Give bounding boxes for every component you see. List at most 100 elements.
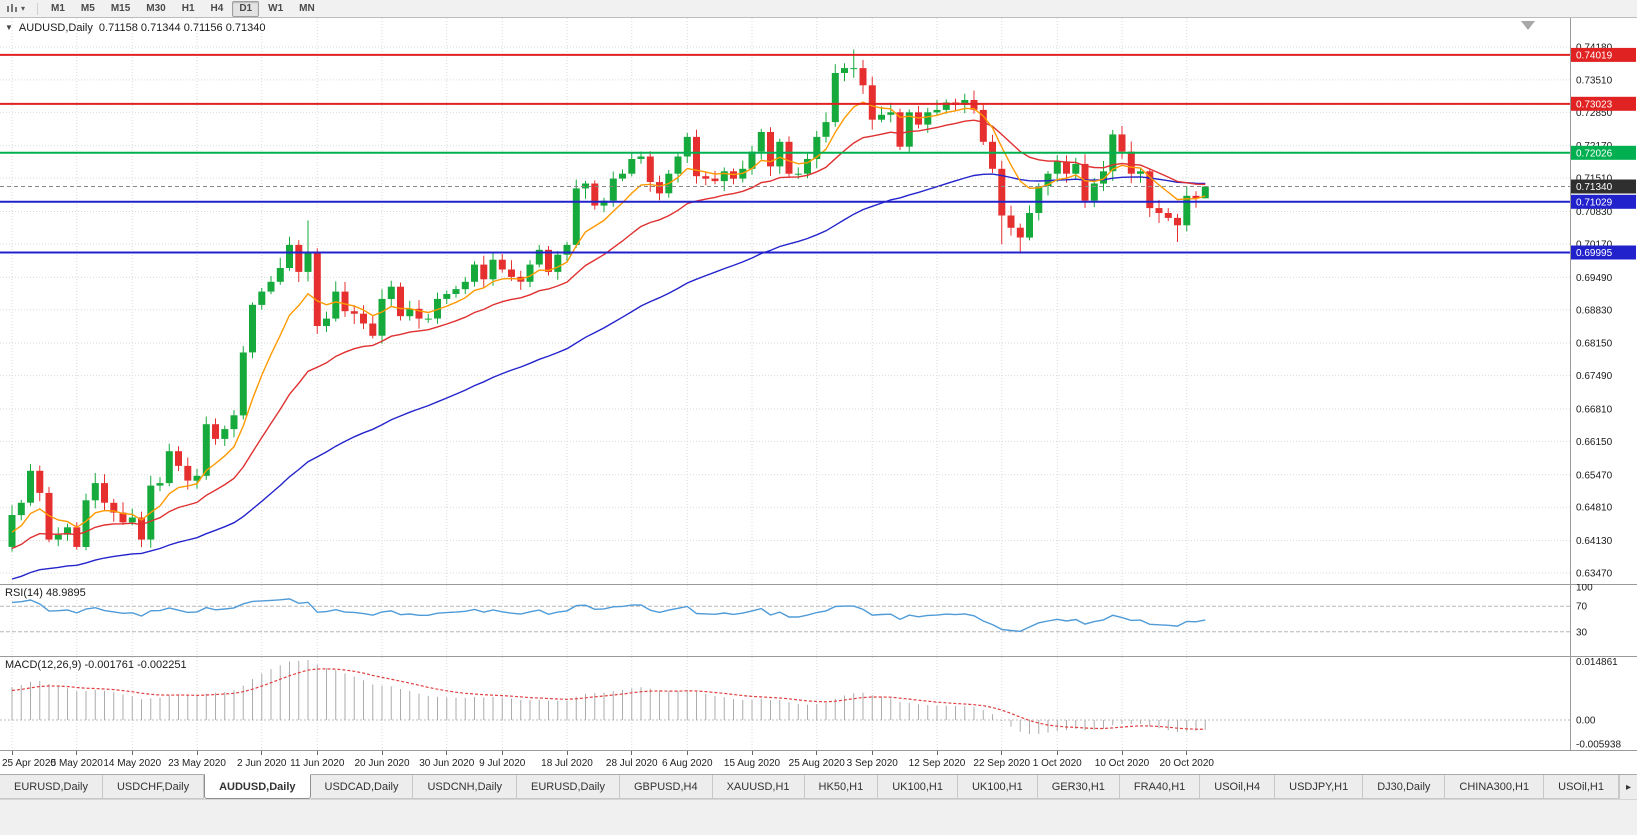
chart-tab-audusd-daily[interactable]: AUDUSD,Daily bbox=[204, 774, 311, 799]
current-price-tag: 0.71340 bbox=[1571, 179, 1636, 194]
chart-tab-dj30-daily[interactable]: DJ30,Daily bbox=[1363, 775, 1446, 799]
svg-text:0.69490: 0.69490 bbox=[1576, 273, 1613, 284]
timeframe-button-H4[interactable]: H4 bbox=[210, 2, 224, 14]
svg-text:0.67490: 0.67490 bbox=[1576, 371, 1613, 382]
svg-text:0.69995: 0.69995 bbox=[1576, 248, 1613, 259]
svg-text:0.66810: 0.66810 bbox=[1576, 404, 1613, 415]
rsi-pane-canvas[interactable]: 100 70 30 bbox=[0, 584, 1637, 656]
date-tick bbox=[871, 751, 873, 755]
date-label: 30 Jun 2020 bbox=[419, 758, 475, 769]
date-label: 11 Jun 2020 bbox=[290, 758, 345, 769]
date-tick bbox=[936, 751, 938, 755]
rsi-grid bbox=[11, 585, 1188, 656]
chart-tab-usoil-h4[interactable]: USOil,H4 bbox=[1200, 775, 1276, 799]
date-tick bbox=[316, 751, 318, 755]
chart-tab-eurusd-daily[interactable]: EURUSD,Daily bbox=[517, 775, 620, 799]
date-label: 20 Jun 2020 bbox=[354, 758, 410, 769]
date-label: 9 Jul 2020 bbox=[479, 758, 526, 769]
date-tick bbox=[686, 751, 688, 755]
tab-scroll-right-button[interactable]: ▸ bbox=[1619, 775, 1637, 799]
date-tick bbox=[11, 751, 13, 755]
date-tick bbox=[751, 751, 753, 755]
bar-chart-glyph bbox=[7, 3, 17, 12]
date-label: 14 May 2020 bbox=[103, 758, 162, 769]
macd-histogram bbox=[11, 660, 1206, 734]
main-chart-canvas[interactable]: 0.741800.735100.728500.721700.715100.708… bbox=[0, 18, 1637, 584]
price-axis-labels: 0.741800.735100.728500.721700.715100.708… bbox=[1576, 43, 1613, 580]
svg-text:0.70830: 0.70830 bbox=[1576, 207, 1613, 218]
timeframe-button-M1[interactable]: M1 bbox=[51, 2, 65, 14]
chart-tab-china300-h1[interactable]: CHINA300,H1 bbox=[1445, 775, 1545, 799]
chart-tab-ger30-h1[interactable]: GER30,H1 bbox=[1037, 775, 1120, 799]
svg-text:0.70170: 0.70170 bbox=[1576, 239, 1613, 250]
svg-text:0.65470: 0.65470 bbox=[1576, 470, 1613, 481]
price-tag-0.74019: 0.74019 bbox=[1571, 47, 1636, 62]
svg-text:0.64810: 0.64810 bbox=[1576, 503, 1613, 514]
price-tag-0.71029: 0.71029 bbox=[1571, 194, 1636, 209]
svg-text:0.73023: 0.73023 bbox=[1576, 99, 1613, 110]
svg-text:0.63470: 0.63470 bbox=[1576, 569, 1613, 580]
macd-indicator-label: MACD(12,26,9) -0.001761 -0.002251 bbox=[5, 659, 187, 671]
svg-text:0.73510: 0.73510 bbox=[1576, 75, 1613, 86]
date-label: 10 Oct 2020 bbox=[1094, 758, 1150, 769]
svg-text:-0.005938: -0.005938 bbox=[1576, 740, 1621, 751]
chart-type-dropdown-icon[interactable]: ▾ bbox=[21, 3, 26, 13]
chart-tab-eurusd-daily[interactable]: EURUSD,Daily bbox=[0, 775, 103, 799]
chart-tab-gbpusd-h4[interactable]: GBPUSD,H4 bbox=[620, 775, 713, 799]
date-tick bbox=[631, 751, 633, 755]
date-tick bbox=[816, 751, 818, 755]
date-tick bbox=[131, 751, 133, 755]
svg-text:0.72850: 0.72850 bbox=[1576, 108, 1613, 119]
ma-mid-line bbox=[11, 119, 1206, 550]
collapse-icon[interactable]: ▼ bbox=[5, 23, 13, 32]
chart-tab-usdjpy-h1[interactable]: USDJPY,H1 bbox=[1275, 775, 1364, 799]
date-tick bbox=[501, 751, 503, 755]
chart-tab-uk100-h1[interactable]: UK100,H1 bbox=[957, 775, 1038, 799]
svg-text:0.66150: 0.66150 bbox=[1576, 437, 1613, 448]
main-grid bbox=[0, 18, 1570, 584]
candles bbox=[8, 49, 1209, 552]
date-label: 20 Oct 2020 bbox=[1159, 758, 1214, 769]
date-label: 15 Aug 2020 bbox=[723, 758, 781, 769]
timeframe-button-MN[interactable]: MN bbox=[299, 2, 315, 14]
chart-tab-strip: EURUSD,Daily USDCHF,Daily AUDUSD,Daily USDC… bbox=[0, 774, 1619, 799]
date-tick bbox=[1186, 751, 1188, 755]
time-axis[interactable]: 25 Apr 2020 5 May 2020 14 May 2020 23 May 2… bbox=[0, 750, 1637, 774]
chart-tab-usoil-h1[interactable]: USOil,H1 bbox=[1544, 775, 1619, 799]
toolbar-separator bbox=[37, 2, 39, 15]
chart-shift-marker-icon bbox=[1521, 21, 1535, 30]
date-label: 22 Sep 2020 bbox=[973, 758, 1031, 769]
timeframe-button-M5[interactable]: M5 bbox=[80, 2, 95, 14]
date-label: 5 May 2020 bbox=[50, 758, 103, 769]
date-label: 25 Aug 2020 bbox=[788, 758, 845, 769]
date-label: 12 Sep 2020 bbox=[908, 758, 966, 769]
date-tick bbox=[1056, 751, 1058, 755]
svg-text:0.014861: 0.014861 bbox=[1576, 657, 1618, 668]
date-label: 3 Sep 2020 bbox=[846, 758, 898, 769]
timeframe-button-H1[interactable]: H1 bbox=[181, 2, 195, 14]
svg-text:0.00: 0.00 bbox=[1576, 716, 1596, 727]
chart-tab-usdcnh-daily[interactable]: USDCNH,Daily bbox=[413, 775, 518, 799]
chart-symbol-title: AUDUSD,Daily bbox=[18, 22, 93, 34]
svg-text:0.71340: 0.71340 bbox=[1576, 182, 1613, 193]
date-label: 25 Apr 2020 bbox=[2, 758, 56, 769]
timeframe-toolbar: ▾ M1 M5 M15 M30 H1 H4 D1 W1 MN bbox=[0, 0, 1637, 18]
timeframe-button-M15[interactable]: M15 bbox=[110, 2, 131, 14]
date-label: 28 Jul 2020 bbox=[605, 758, 658, 769]
svg-text:0.71510: 0.71510 bbox=[1576, 174, 1613, 185]
timeframe-button-M30[interactable]: M30 bbox=[146, 2, 166, 14]
timeframe-button-W1[interactable]: W1 bbox=[268, 2, 284, 14]
chart-tab-usdchf-daily[interactable]: USDCHF,Daily bbox=[102, 775, 205, 799]
chart-tab-hk50-h1[interactable]: HK50,H1 bbox=[804, 775, 879, 799]
svg-text:0.68830: 0.68830 bbox=[1576, 305, 1613, 316]
chart-tab-uk100-h1[interactable]: UK100,H1 bbox=[878, 775, 958, 799]
chart-tab-xauusd-h1[interactable]: XAUUSD,H1 bbox=[712, 775, 805, 799]
macd-pane-canvas[interactable]: 0.014861 0.00 -0.005938 bbox=[0, 656, 1637, 750]
chart-type-icon[interactable] bbox=[4, 2, 20, 15]
chart-tab-usdcad-daily[interactable]: USDCAD,Daily bbox=[310, 775, 414, 799]
chart-tab-fra40-h1[interactable]: FRA40,H1 bbox=[1119, 775, 1201, 799]
date-tick bbox=[381, 751, 383, 755]
timeframe-button-D1[interactable]: D1 bbox=[232, 0, 260, 17]
date-label: 6 Aug 2020 bbox=[661, 758, 713, 769]
